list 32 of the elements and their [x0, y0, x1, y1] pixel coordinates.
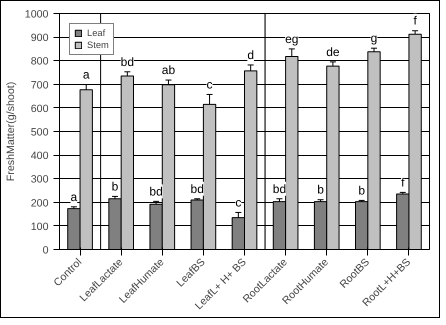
- y-tick-label: 300: [30, 174, 49, 186]
- y-tick-label: 400: [30, 150, 49, 162]
- data-label: bd: [272, 182, 286, 196]
- data-label: a: [82, 68, 90, 82]
- y-tick-label: 700: [30, 79, 49, 92]
- legend-label: Leaf: [87, 28, 106, 38]
- data-label: eg: [285, 32, 298, 46]
- y-tick-label: 500: [30, 126, 49, 138]
- data-label: de: [326, 44, 340, 59]
- data-label: ab: [162, 63, 176, 78]
- y-axis-title: FreshMatter(g/shoot): [4, 82, 17, 182]
- y-tick-label: 200: [30, 197, 49, 210]
- y-tick-label: 100: [30, 220, 49, 233]
- y-tick-label: 600: [30, 102, 49, 115]
- y-tick-label: 1000: [24, 8, 49, 20]
- data-label: c: [235, 195, 242, 210]
- data-label: d: [247, 48, 254, 62]
- y-tick-label: 800: [30, 56, 49, 68]
- legend-label: Stem: [87, 40, 109, 50]
- y-tick-label: 0: [42, 244, 49, 256]
- data-label: f: [401, 175, 406, 190]
- data-label: g: [370, 31, 378, 46]
- data-label: c: [206, 77, 213, 92]
- data-label: bd: [120, 54, 134, 69]
- data-label: bd: [190, 182, 204, 196]
- data-label: bd: [149, 184, 163, 198]
- data-label: a: [70, 190, 78, 204]
- y-tick-label: 900: [30, 32, 49, 44]
- data-label: f: [413, 14, 418, 28]
- data-label: b: [112, 179, 119, 194]
- data-label: b: [358, 183, 366, 198]
- data-label: b: [317, 182, 324, 197]
